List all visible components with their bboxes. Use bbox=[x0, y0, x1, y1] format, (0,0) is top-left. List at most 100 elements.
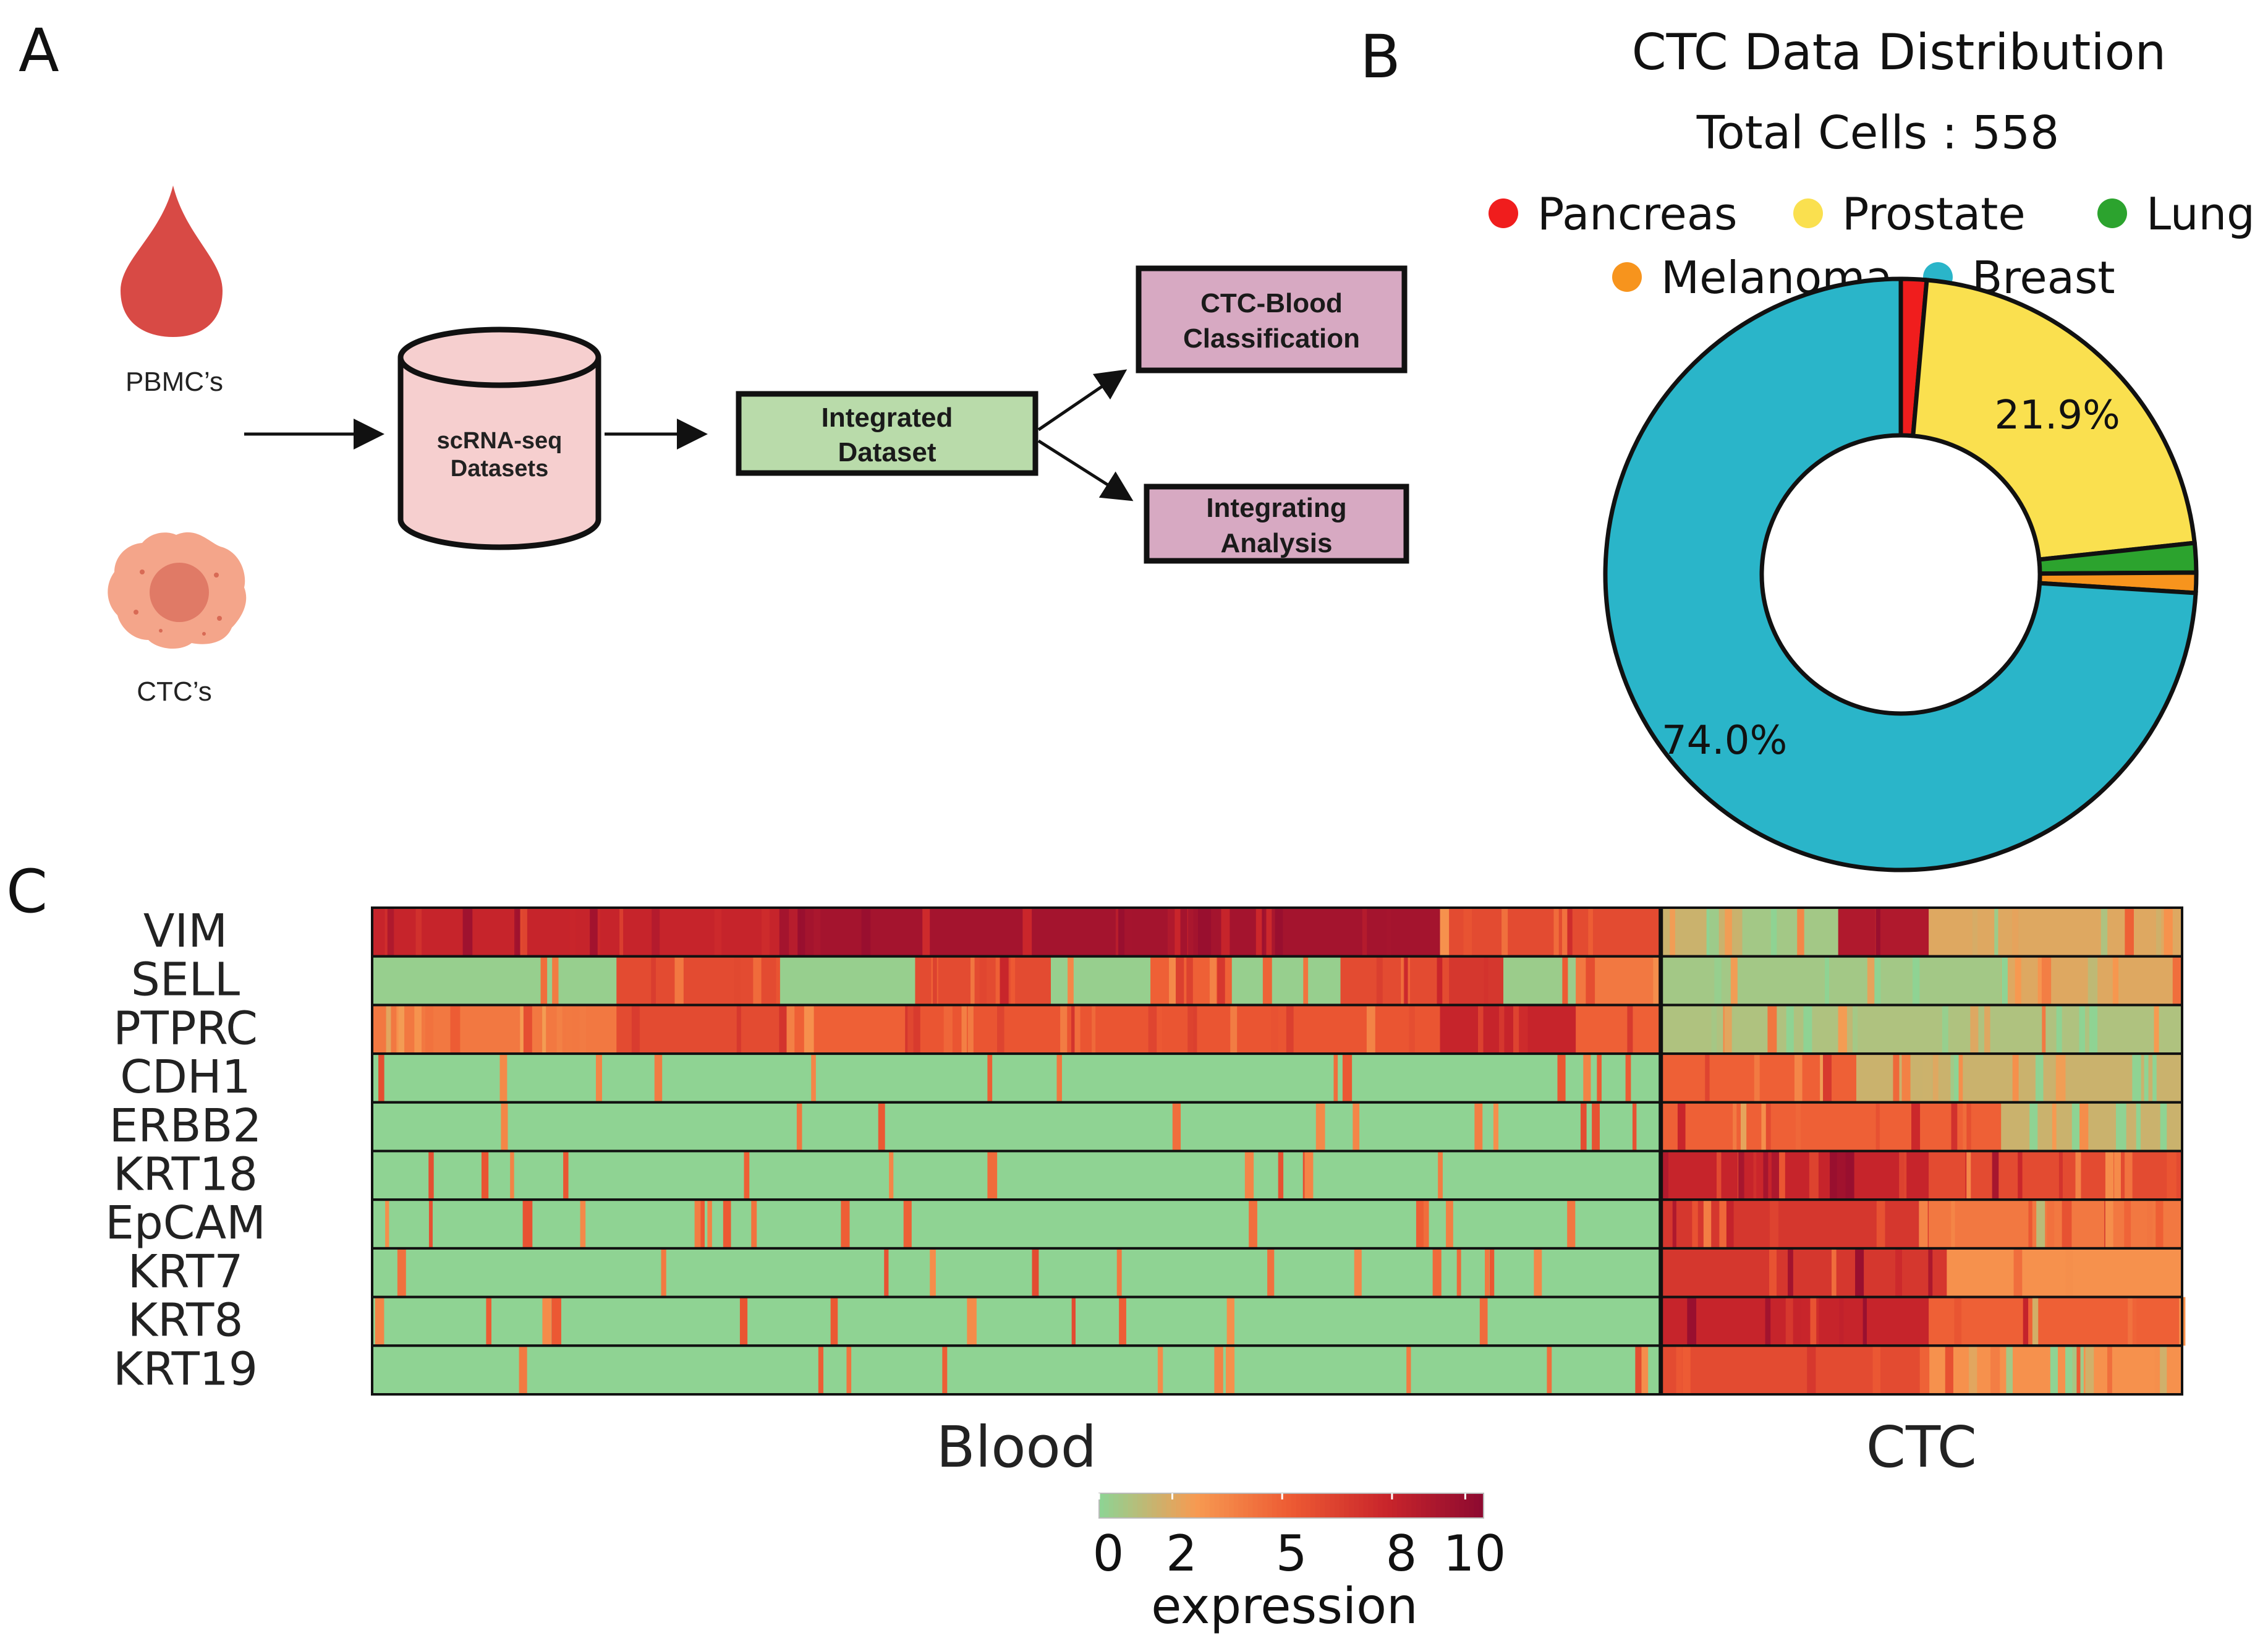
pie-slice-prostate bbox=[1910, 278, 2198, 562]
heatmap-cell bbox=[987, 1151, 998, 1200]
heatmap-cell bbox=[915, 1005, 1441, 1054]
colorbar-step bbox=[1479, 1493, 1484, 1518]
heatmap-cell bbox=[1432, 1248, 1442, 1297]
tumor-cell-icon bbox=[108, 532, 247, 649]
heatmap-cell bbox=[1672, 1200, 1676, 1248]
heatmap-cell bbox=[1214, 1345, 1223, 1394]
heatmap-cell bbox=[2160, 1102, 2167, 1151]
heatmap-cell bbox=[1771, 1151, 1780, 1200]
colorbar-step bbox=[1248, 1493, 1254, 1518]
heatmap-cell bbox=[789, 908, 798, 957]
heatmap-cell bbox=[2079, 1102, 2089, 1151]
heatmap-cell bbox=[1592, 1102, 1600, 1151]
heatmap-cell bbox=[801, 908, 805, 957]
heatmap-cell bbox=[1929, 1297, 2183, 1346]
heatmap-cell bbox=[1627, 1005, 1633, 1054]
heatmap-cell bbox=[1730, 956, 1738, 1005]
heatmap-cell bbox=[942, 1345, 948, 1394]
heatmap-cell bbox=[1919, 1345, 1930, 1394]
analysis-line2: Analysis bbox=[1221, 528, 1333, 558]
heatmap-cell bbox=[1499, 1005, 1505, 1054]
heatmap-cell bbox=[912, 1005, 920, 1054]
heatmap-cell bbox=[1874, 956, 1881, 1005]
heatmap-cell bbox=[552, 956, 559, 1005]
heatmap-cell bbox=[1692, 1200, 1698, 1248]
heatmap-cell bbox=[1226, 1297, 1234, 1346]
heatmap-cell bbox=[1632, 1102, 1637, 1151]
heatmap-cell bbox=[2115, 1102, 2126, 1151]
heatmap-cell bbox=[2105, 1151, 2114, 1200]
classification-line2: Classification bbox=[1183, 323, 1360, 354]
colorbar-step bbox=[1445, 1493, 1451, 1518]
heatmap-cell bbox=[2164, 908, 2173, 957]
heatmap-cell bbox=[903, 1200, 912, 1248]
colorbar-step bbox=[1474, 1493, 1480, 1518]
heatmap-cell bbox=[1567, 908, 1573, 957]
colorbar-step bbox=[1262, 1493, 1268, 1518]
heatmap-cell bbox=[1954, 1054, 1959, 1102]
heatmap-cell bbox=[2172, 956, 2181, 1005]
heatmap bbox=[371, 906, 2186, 1396]
colorbar-step bbox=[1171, 1493, 1177, 1518]
heatmap-cell bbox=[1167, 908, 1175, 957]
datasets-line2: Datasets bbox=[451, 456, 548, 482]
colorbar-step bbox=[1162, 1493, 1167, 1518]
colorbar-step bbox=[1425, 1493, 1432, 1518]
heatmap-cell bbox=[1479, 1297, 1488, 1346]
heatmap-cell bbox=[397, 1248, 406, 1297]
colorbar-step bbox=[1205, 1493, 1210, 1518]
heatmap-cell bbox=[1586, 956, 1595, 1005]
heatmap-cell bbox=[1653, 956, 1661, 1005]
heatmap-cell bbox=[415, 908, 422, 957]
heatmap-cell bbox=[1963, 1102, 1967, 1151]
heatmap-cell bbox=[1157, 1345, 1163, 1394]
heatmap-cell bbox=[1376, 956, 1383, 1005]
integrated-line2: Dataset bbox=[838, 437, 937, 467]
colorbar-step bbox=[1382, 1493, 1388, 1518]
heatmap-cell bbox=[1847, 1005, 1853, 1054]
heatmap-row-border bbox=[371, 1344, 2183, 1396]
colorbar-step bbox=[1339, 1493, 1345, 1518]
heatmap-cell bbox=[2041, 956, 2052, 1005]
colorbar-step bbox=[1310, 1493, 1316, 1518]
heatmap-cell bbox=[1725, 908, 1732, 957]
heatmap-cell bbox=[595, 1054, 602, 1102]
heatmap-cell bbox=[1972, 908, 1978, 957]
integrated-dataset-box bbox=[736, 391, 1038, 476]
heatmap-cell bbox=[1765, 1102, 1771, 1151]
panel-label-a: A bbox=[19, 16, 59, 85]
heatmap-cell bbox=[1060, 1005, 1068, 1054]
heatmap-cell bbox=[1839, 1297, 1844, 1346]
heatmap-cell bbox=[1262, 956, 1272, 1005]
heatmap-cell bbox=[1994, 908, 1998, 957]
heatmap-cell bbox=[520, 1005, 525, 1054]
heatmap-cell bbox=[707, 1200, 712, 1248]
classification-box bbox=[1136, 265, 1408, 373]
heatmap-cell bbox=[1797, 908, 1804, 957]
heatmap-cell bbox=[1116, 1248, 1122, 1297]
heatmap-cell bbox=[1489, 1248, 1495, 1297]
heatmap-cell bbox=[1809, 1297, 1817, 1346]
heatmap-cell bbox=[372, 1151, 1662, 1200]
colorbar-step bbox=[1315, 1493, 1321, 1518]
heatmap-cell bbox=[2100, 908, 2108, 957]
heatmap-cell bbox=[734, 956, 741, 1005]
heatmap-cell bbox=[1456, 1248, 1461, 1297]
heatmap-cell bbox=[1660, 1297, 1929, 1346]
colorbar-step bbox=[1267, 1493, 1273, 1518]
heatmap-cell bbox=[1970, 1005, 1979, 1054]
heatmap-cell bbox=[1711, 1005, 1717, 1054]
colorbar-step bbox=[1354, 1493, 1359, 1518]
heatmap-cell bbox=[1855, 1248, 1864, 1297]
heatmap-cell bbox=[1597, 1054, 1602, 1102]
heatmap-cell bbox=[375, 1297, 384, 1346]
heatmap-cell bbox=[2015, 956, 2021, 1005]
heatmap-cell bbox=[519, 1345, 527, 1394]
heatmap-cell bbox=[1576, 1005, 1662, 1054]
heatmap-cell bbox=[2132, 1054, 2141, 1102]
heatmap-cell bbox=[1660, 956, 2002, 1005]
heatmap-cell bbox=[776, 956, 780, 1005]
heatmap-cell bbox=[481, 1151, 489, 1200]
heatmap-cell bbox=[450, 1005, 461, 1054]
heatmap-cell bbox=[2147, 1200, 2153, 1248]
